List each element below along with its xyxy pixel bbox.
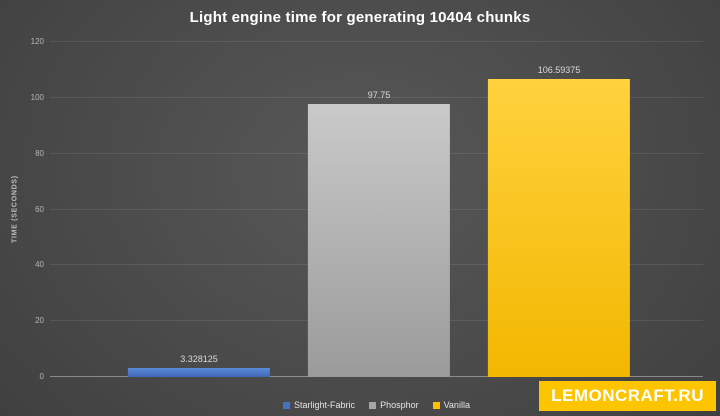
- legend-swatch-starlight-fabric: [283, 401, 291, 409]
- plot-area: 3.328125 97.75 106.59375 0 20 40 60 80 100 120: [31, 37, 703, 381]
- legend-label-vanilla: Vanilla: [443, 400, 470, 410]
- legend-item-vanilla: Vanilla: [432, 400, 470, 410]
- value-label-starlight-fabric: 3.328125: [180, 353, 218, 364]
- y-tick-label: 120: [30, 37, 44, 46]
- legend-item-phosphor: Phosphor: [369, 400, 419, 410]
- legend-swatch-vanilla: [432, 401, 440, 409]
- y-tick-label: 100: [30, 92, 44, 102]
- watermark-lemoncraft: LEMONCRAFT.RU: [539, 381, 716, 411]
- gridline: [50, 41, 703, 42]
- y-tick-label: 20: [35, 316, 44, 326]
- bar-phosphor: [307, 104, 451, 377]
- legend-label-starlight-fabric: Starlight-Fabric: [294, 400, 356, 410]
- bar-cell-phosphor: 97.75: [289, 42, 469, 377]
- y-tick-label: 40: [35, 260, 44, 270]
- bar-cell-vanilla: 106.59375: [469, 42, 649, 377]
- gridline: [50, 96, 703, 98]
- y-tick-label: 60: [35, 204, 44, 214]
- bar-vanilla: [487, 79, 631, 377]
- legend-swatch-phosphor: [369, 401, 377, 409]
- legend-item-starlight-fabric: Starlight-Fabric: [283, 400, 355, 410]
- y-tick-label: 80: [35, 148, 44, 158]
- bars-container: 3.328125 97.75 106.59375: [109, 42, 649, 377]
- value-label-phosphor: 97.75: [367, 90, 391, 101]
- bar-cell-starlight-fabric: 3.328125: [109, 42, 289, 377]
- value-label-vanilla: 106.59375: [537, 65, 581, 76]
- chart-title: Light engine time for generating 10404 c…: [189, 9, 531, 26]
- legend-label-phosphor: Phosphor: [380, 400, 419, 410]
- bar-starlight-fabric: [127, 367, 271, 377]
- legend: Starlight-Fabric Phosphor Vanilla: [50, 400, 703, 410]
- y-tick-label: 0: [39, 372, 44, 381]
